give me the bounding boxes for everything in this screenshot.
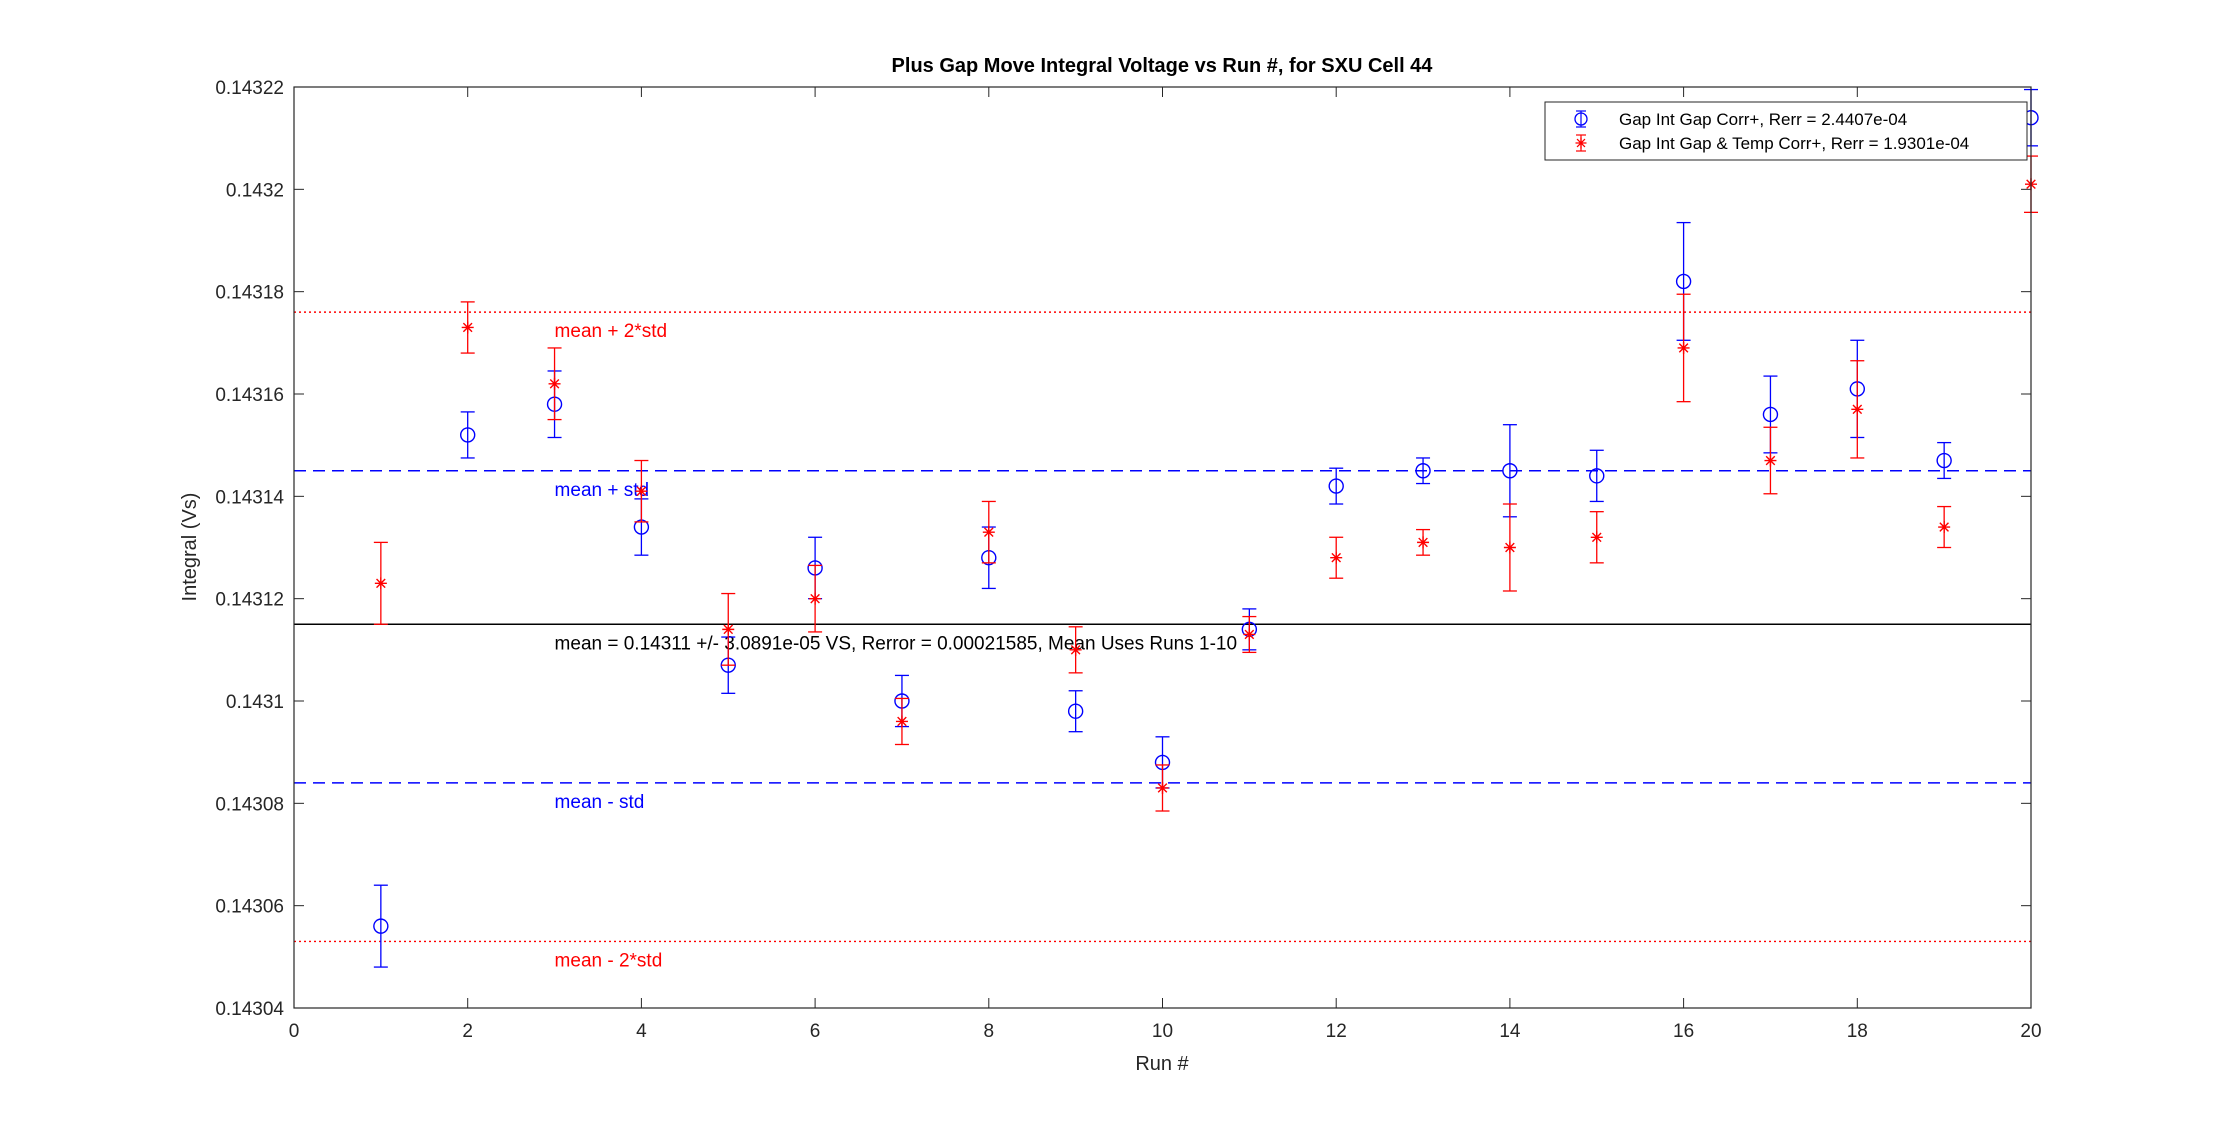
reference-line-label: mean - std	[555, 792, 645, 813]
data-point-asterisk	[375, 577, 387, 589]
x-axis-label: Run #	[1135, 1053, 1189, 1075]
data-point-asterisk	[1330, 552, 1342, 564]
y-tick-label: 0.14304	[215, 999, 284, 1020]
x-tick-label: 12	[1326, 1021, 1347, 1042]
reference-line-label: mean + std	[555, 480, 650, 501]
chart-title: Plus Gap Move Integral Voltage vs Run #,…	[892, 55, 1434, 77]
x-tick-label: 10	[1152, 1021, 1173, 1042]
y-tick-label: 0.14318	[215, 283, 284, 304]
data-point-asterisk	[549, 378, 561, 390]
y-tick-label: 0.14306	[215, 897, 284, 918]
y-tick-label: 0.14314	[215, 487, 284, 508]
data-point-asterisk	[462, 321, 474, 333]
data-point-asterisk	[809, 593, 821, 605]
reference-line-label: mean - 2*std	[555, 950, 663, 971]
legend-label: Gap Int Gap Corr+, Rerr = 2.4407e-04	[1619, 110, 1907, 129]
data-point-asterisk	[1157, 782, 1169, 794]
data-point-asterisk	[1243, 628, 1255, 640]
y-tick-label: 0.1431	[226, 692, 284, 713]
x-tick-label: 16	[1673, 1021, 1694, 1042]
legend: Gap Int Gap Corr+, Rerr = 2.4407e-04 Gap …	[1545, 102, 2027, 160]
x-tick-label: 0	[289, 1021, 300, 1042]
x-tick-label: 14	[1499, 1021, 1521, 1042]
x-tick-label: 8	[984, 1021, 995, 1042]
data-point-asterisk	[635, 485, 647, 497]
y-tick-label: 0.14308	[215, 794, 284, 815]
y-tick-label: 0.1432	[226, 180, 284, 201]
data-point-asterisk	[1938, 521, 1950, 533]
y-tick-label: 0.14322	[215, 78, 284, 99]
data-point-asterisk	[722, 623, 734, 635]
y-tick-label: 0.14312	[215, 590, 284, 611]
data-point-asterisk	[1678, 342, 1690, 354]
x-tick-label: 20	[2020, 1021, 2041, 1042]
data-point-asterisk	[1591, 531, 1603, 543]
data-point-asterisk	[896, 715, 908, 727]
x-tick-label: 4	[636, 1021, 647, 1042]
legend-label: Gap Int Gap & Temp Corr+, Rerr = 1.9301e…	[1619, 134, 1969, 153]
data-point-asterisk	[983, 526, 995, 538]
data-point-asterisk	[1504, 542, 1516, 554]
data-point-asterisk	[1851, 403, 1863, 415]
data-point-asterisk	[1764, 455, 1776, 467]
x-tick-label: 2	[462, 1021, 473, 1042]
plot-area	[294, 87, 2031, 1008]
x-tick-label: 6	[810, 1021, 821, 1042]
y-tick-label: 0.14316	[215, 385, 284, 406]
reference-line-label: mean + 2*std	[555, 321, 668, 342]
legend-marker-asterisk	[1576, 138, 1587, 149]
x-tick-label: 18	[1847, 1021, 1868, 1042]
data-point-asterisk	[1417, 536, 1429, 548]
data-point-asterisk	[1070, 644, 1082, 656]
reference-line-label: mean = 0.14311 +/- 3.0891e-05 VS, Rerror…	[555, 633, 1238, 654]
y-axis-label: Integral (Vs)	[179, 493, 201, 602]
